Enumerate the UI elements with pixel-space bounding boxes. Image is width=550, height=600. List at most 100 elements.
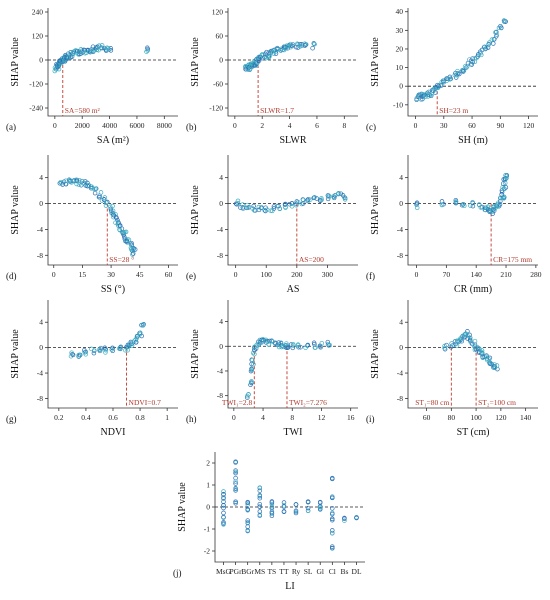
x-tick-label: 16: [347, 413, 355, 422]
threshold-label: ST₁=80 cm: [415, 398, 449, 407]
data-point: [303, 345, 308, 351]
y-tick-label: 4: [399, 173, 403, 182]
data-point: [302, 43, 308, 48]
x-tick-label: 8000: [157, 121, 172, 130]
data-point: [91, 350, 97, 356]
data-point: [233, 486, 238, 492]
y-tick-label: 0: [399, 82, 403, 91]
data-point: [461, 68, 467, 73]
x-tick-label: 60: [423, 413, 431, 422]
data-point: [80, 180, 86, 186]
data-point: [289, 204, 295, 209]
data-point: [306, 196, 311, 202]
data-point: [256, 204, 262, 210]
data-point: [453, 199, 459, 204]
data-point: [96, 347, 102, 353]
data-point: [342, 518, 347, 523]
x-tick-label: 4: [261, 413, 265, 422]
x-tick-label: 140: [520, 413, 532, 422]
threshold-label: TWI₂=7.276: [289, 398, 327, 407]
data-point: [295, 45, 301, 50]
data-point: [245, 506, 250, 512]
data-point: [71, 178, 77, 183]
panel-label: (f): [366, 271, 375, 281]
data-point: [233, 479, 238, 484]
data-point: [245, 202, 250, 208]
data-point: [74, 181, 79, 187]
data-point: [303, 42, 308, 47]
y-tick-label: 30: [396, 26, 404, 35]
data-point: [104, 200, 109, 205]
data-point: [255, 343, 261, 348]
y-tick-label: -8: [217, 251, 223, 260]
data-point: [117, 227, 123, 233]
data-point: [89, 184, 94, 189]
panel-b: -120 -60 0 60 120 0 2 4 6 8 SLWR=1.7 SHAP value SLWR…: [186, 8, 358, 146]
data-point: [458, 337, 463, 343]
y-tick-label: -4: [217, 225, 223, 234]
data-point: [102, 195, 108, 200]
data-point: [467, 332, 472, 338]
threshold-label: TWI₁=2.8: [222, 398, 253, 407]
data-point: [221, 492, 226, 497]
x-tick-label: 0.6: [108, 413, 118, 422]
data-point: [330, 495, 335, 501]
data-point: [126, 237, 132, 242]
data-point: [472, 338, 478, 344]
data-point: [110, 348, 115, 354]
data-point: [76, 182, 82, 187]
x-tick-label: 30: [440, 121, 448, 130]
data-point: [264, 49, 269, 55]
data-point: [460, 202, 466, 207]
data-point: [98, 190, 104, 195]
data-point: [442, 343, 447, 349]
panel-label: (e): [186, 271, 196, 281]
data-point: [300, 197, 306, 203]
data-point: [132, 247, 138, 252]
x-axis-label: TWI: [284, 427, 303, 438]
data-point: [319, 197, 324, 203]
data-point: [260, 337, 266, 342]
data-point: [317, 505, 323, 510]
x-tick-label: 0.4: [81, 413, 91, 422]
panel-a: -240 -120 0 120 240 0 2000 4000 6000 8000 SA=580 m…: [6, 8, 178, 146]
data-point: [89, 49, 94, 55]
data-point: [473, 344, 478, 350]
y-tick-label: 2: [206, 459, 210, 468]
data-point: [487, 40, 492, 45]
data-point: [221, 505, 226, 511]
y-tick-label: -10: [393, 100, 403, 109]
data-point: [221, 489, 226, 494]
data-point: [470, 203, 476, 209]
y-tick-label: 10: [396, 63, 404, 72]
data-point: [421, 93, 426, 99]
data-point: [144, 49, 149, 54]
data-point: [330, 511, 335, 517]
x-tick-label: PGr: [230, 567, 243, 576]
data-point: [462, 203, 467, 209]
y-tick-label: 40: [396, 7, 404, 16]
y-tick-label: -120: [29, 80, 43, 89]
data-point: [70, 50, 76, 56]
y-tick-label: 4: [39, 173, 43, 182]
y-tick-label: -8: [397, 251, 403, 260]
data-point: [130, 251, 136, 256]
data-point: [91, 348, 97, 354]
data-point: [221, 520, 226, 525]
y-tick-label: -8: [397, 394, 403, 403]
data-point: [257, 485, 263, 491]
data-point: [423, 92, 428, 97]
x-tick-label: TS: [267, 567, 276, 576]
threshold-label: AS=200: [299, 255, 324, 264]
y-axis-label: SHAP value: [370, 185, 381, 235]
data-point: [478, 205, 484, 210]
data-point: [103, 350, 108, 355]
data-point: [114, 215, 119, 221]
y-axis-label: SHAP value: [370, 37, 381, 87]
data-point: [492, 362, 497, 367]
data-point: [266, 342, 272, 347]
threshold-label: ST₂=100 cm: [478, 398, 516, 407]
data-point: [429, 91, 435, 97]
y-tick-label: -8: [37, 394, 43, 403]
